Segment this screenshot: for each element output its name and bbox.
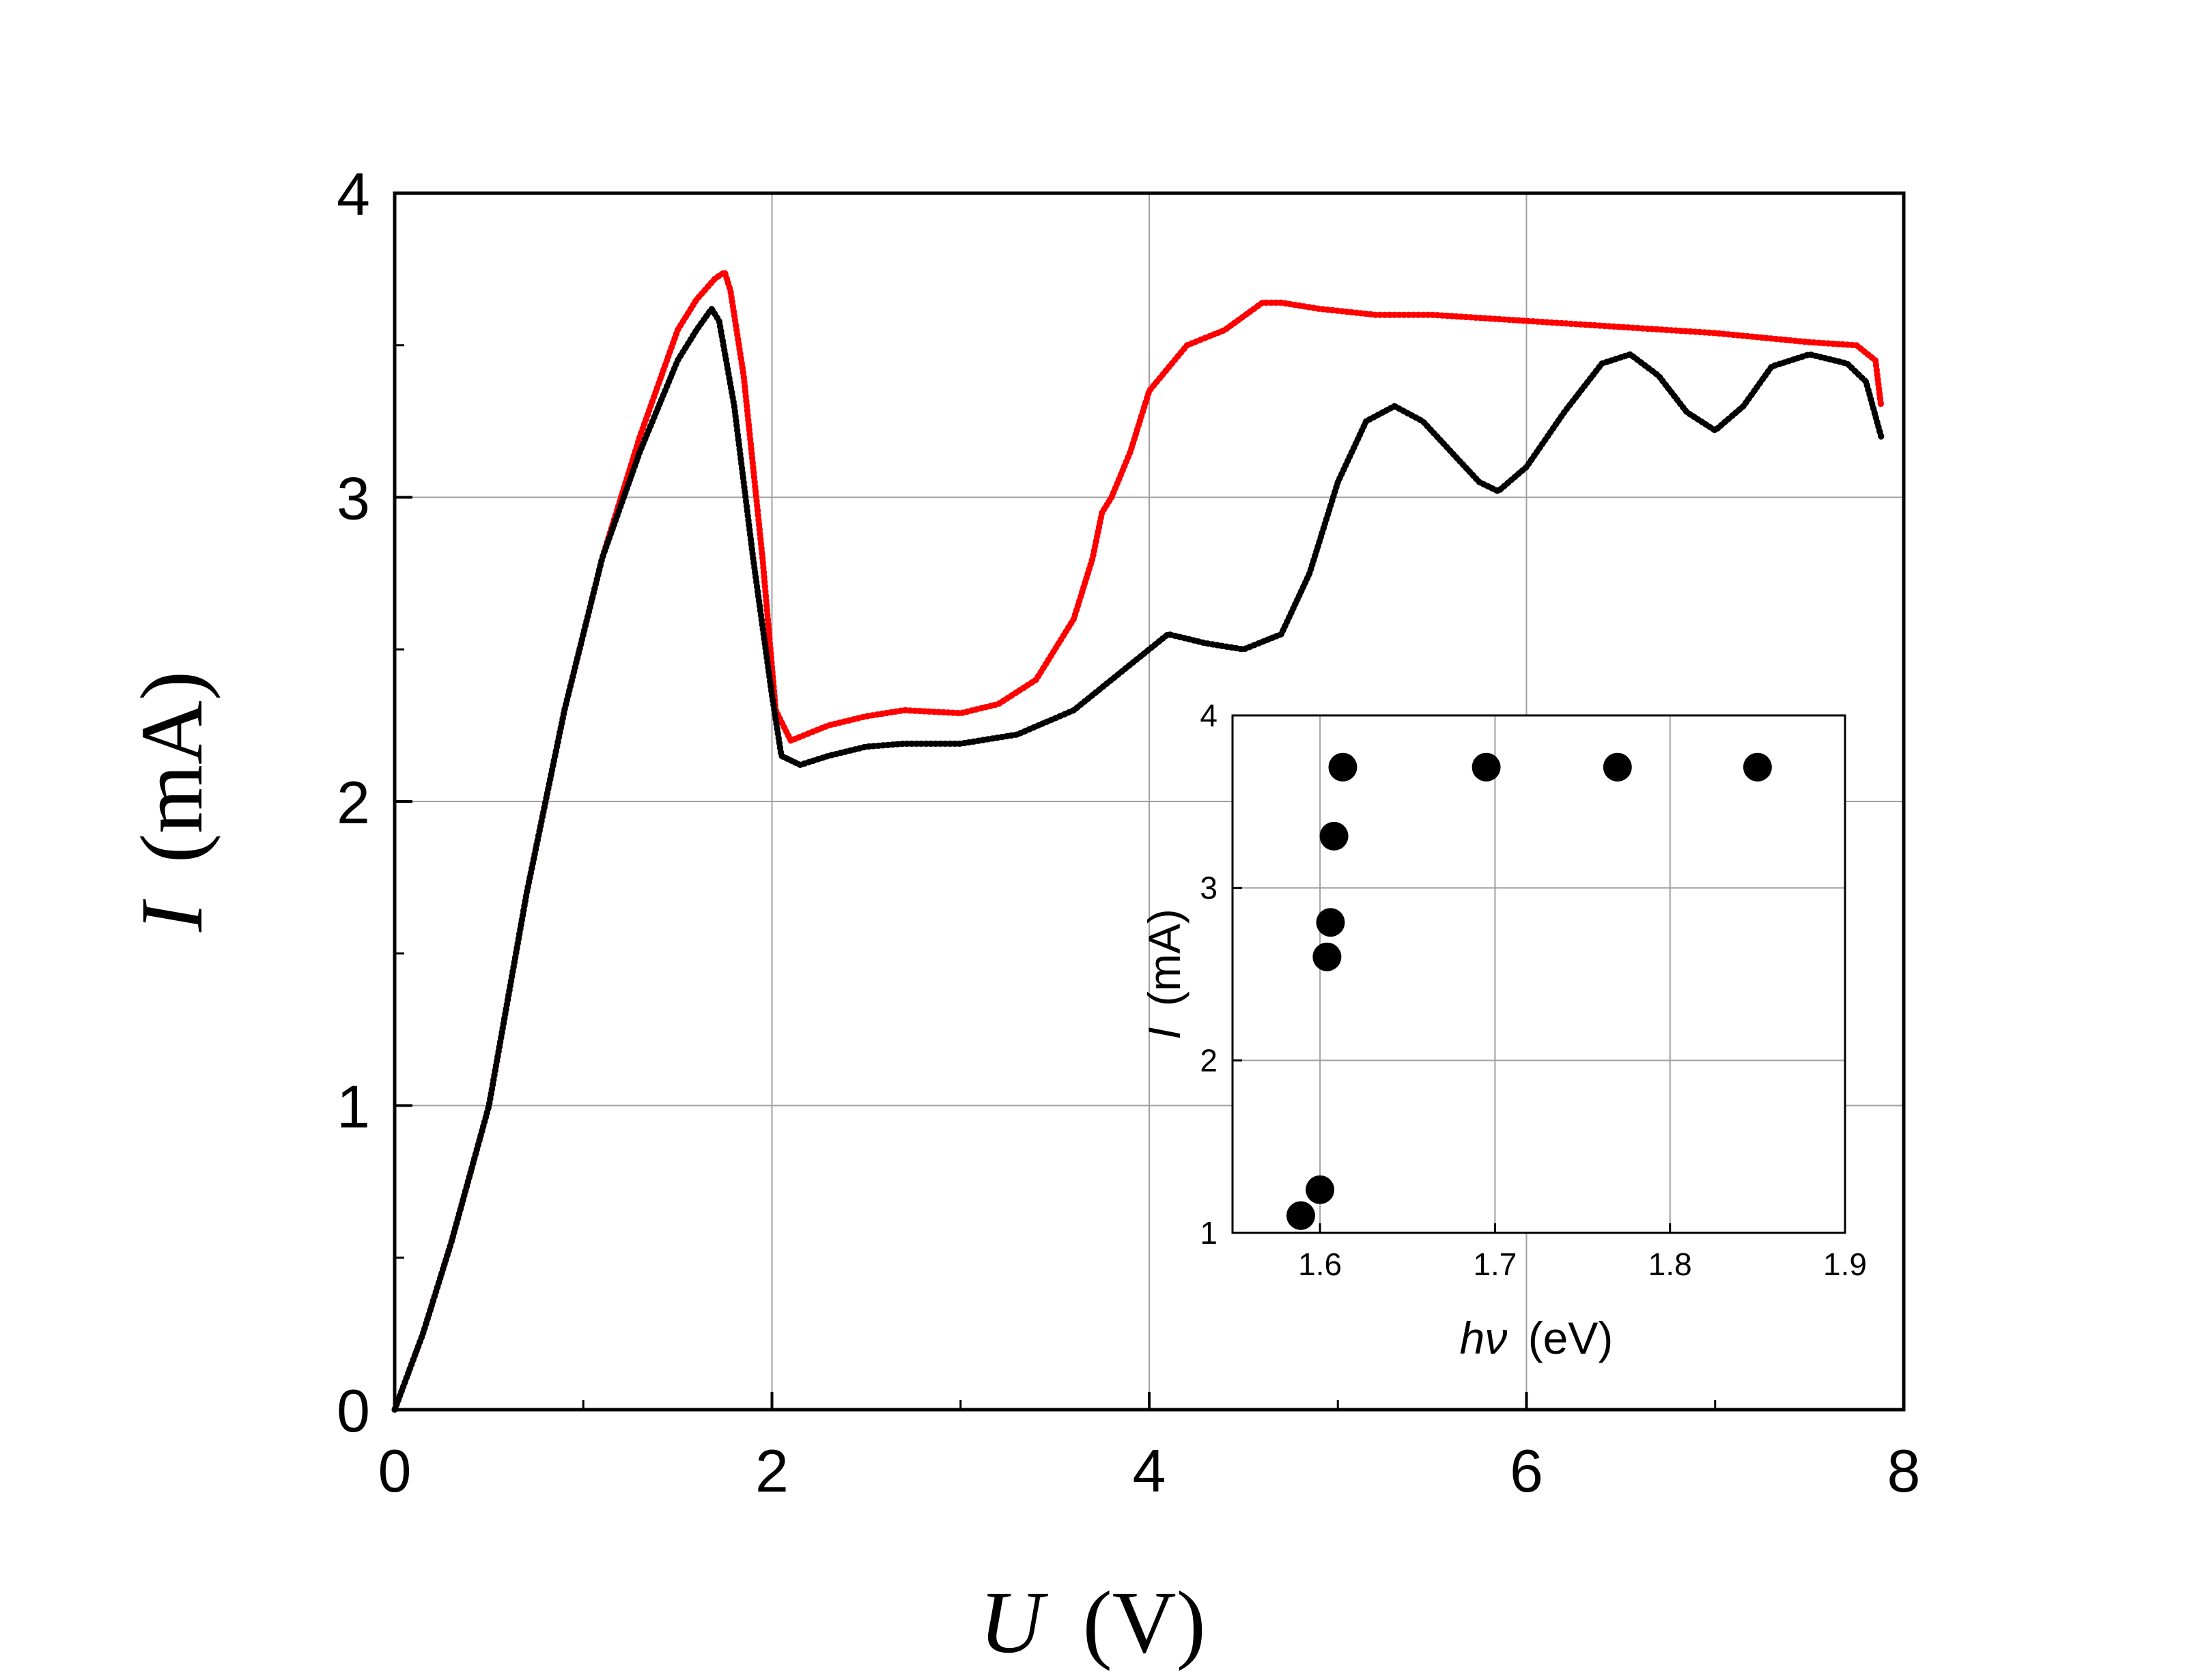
inset-data-point	[1286, 1201, 1315, 1230]
series-black-line	[391, 305, 1885, 1413]
main-y-axis-title: I (mA)	[123, 671, 221, 932]
inset-data-point	[1316, 908, 1345, 937]
main-x-tick-label: 2	[755, 1437, 789, 1505]
inset-x-tick-labels: 1.6 1.7 1.8 1.9	[1298, 1247, 1867, 1282]
main-y-tick-label: 2	[337, 769, 370, 836]
inset-x-axis-var: hν	[1460, 1313, 1508, 1363]
main-y-axis-var: I	[123, 898, 221, 932]
inset-y-axis-var: I	[1139, 1027, 1190, 1039]
inset-x-tick-label: 1.8	[1648, 1247, 1692, 1282]
inset-y-tick-label: 3	[1200, 870, 1217, 906]
main-y-tick-label: 4	[337, 160, 370, 228]
main-y-axis-unit: (mA)	[123, 671, 221, 864]
inset-plot-frame	[1231, 714, 1846, 1234]
inset-y-axis-title: I (mA)	[1139, 909, 1190, 1040]
inset-points	[1286, 752, 1772, 1230]
main-x-tick-label: 4	[1133, 1437, 1166, 1505]
main-y-tick-labels: 0 1 2 3 4	[337, 160, 370, 1444]
inset-data-point	[1472, 752, 1501, 782]
inset-y-tick-label: 1	[1200, 1215, 1217, 1251]
main-chart: 0 2 4 6 8 0 1 2 3 4 U (V) I (mA)	[123, 160, 1920, 1672]
inset-data-point	[1743, 752, 1772, 782]
inset-data-point	[1328, 752, 1357, 782]
main-x-axis-var: U	[979, 1574, 1048, 1672]
inset-data-point	[1306, 1175, 1335, 1204]
inset-x-tick-label: 1.7	[1473, 1247, 1517, 1282]
main-x-tick-label: 6	[1510, 1437, 1543, 1505]
inset-chart: 1.6 1.7 1.8 1.9 1 2 3 4 hν (eV) I (mA)	[1139, 698, 1867, 1363]
main-x-tick-label: 0	[378, 1437, 412, 1505]
inset-data-point	[1319, 821, 1349, 851]
main-x-axis-unit: (V)	[1082, 1574, 1205, 1672]
inset-data-point	[1312, 942, 1342, 971]
main-y-tick-label: 0	[337, 1377, 370, 1444]
inset-y-tick-labels: 1 2 3 4	[1200, 698, 1217, 1251]
main-y-tick-label: 3	[337, 465, 370, 532]
main-x-tick-labels: 0 2 4 6 8	[378, 1437, 1921, 1505]
inset-y-tick-label: 4	[1200, 698, 1217, 733]
inset-y-axis-unit: (mA)	[1139, 909, 1190, 1006]
main-x-axis-title: U (V)	[979, 1574, 1206, 1672]
main-series	[391, 269, 1885, 1413]
main-x-tick-label: 8	[1887, 1437, 1921, 1505]
inset-x-tick-label: 1.6	[1298, 1247, 1342, 1282]
inset-data-point	[1603, 752, 1632, 782]
main-ticks	[393, 192, 1905, 1411]
inset-grid	[1233, 715, 1845, 1233]
inset-x-axis-title: hν (eV)	[1460, 1313, 1614, 1363]
series-red-line	[391, 269, 1885, 1413]
inset-x-axis-unit: (eV)	[1528, 1313, 1614, 1363]
inset-ticks	[1233, 714, 1846, 1234]
inset-x-tick-label: 1.9	[1823, 1247, 1867, 1282]
main-y-tick-label: 1	[337, 1073, 370, 1141]
inset-y-tick-label: 2	[1200, 1042, 1217, 1078]
inset-background	[1233, 715, 1845, 1233]
